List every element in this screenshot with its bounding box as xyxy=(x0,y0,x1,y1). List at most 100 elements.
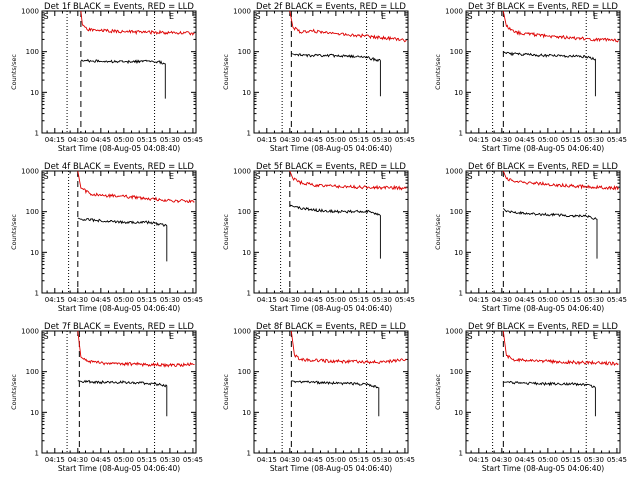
chart-panel-1: Det 1f BLACK = Events, RED = LLD 1 10 100 10… xyxy=(10,2,203,153)
y-axis-label: Counts/sec xyxy=(434,214,442,250)
start-marker-label: S xyxy=(44,172,49,181)
y-axis-label: Counts/sec xyxy=(10,374,18,410)
plot-frame xyxy=(41,170,197,294)
events-rate-line xyxy=(77,217,168,262)
y-tick-label: 10 xyxy=(30,409,39,417)
start-marker-label: S xyxy=(44,12,49,21)
chart-title: Det 7f BLACK = Events, RED = LLD xyxy=(44,322,194,332)
y-axis-label: Counts/sec xyxy=(10,54,18,90)
lld-rate-line xyxy=(80,11,195,36)
series-group xyxy=(80,11,195,99)
end-marker-label: E xyxy=(593,12,598,21)
x-tick-label: 04:30 xyxy=(280,296,300,304)
x-tick-label: 05:00 xyxy=(538,456,558,464)
lld-rate-line xyxy=(290,331,407,365)
series-group xyxy=(290,331,407,417)
x-axis-label: Start Time (08-Aug-05 04:06:40) xyxy=(58,464,180,473)
x-tick-label: 05:45 xyxy=(183,456,203,464)
x-tick-label: 04:30 xyxy=(68,456,88,464)
plot-frame xyxy=(465,170,621,294)
x-tick-label: 05:15 xyxy=(349,136,369,144)
events-rate-line xyxy=(80,58,166,99)
chart-title: Det 5f BLACK = Events, RED = LLD xyxy=(256,162,406,172)
y-tick-label: 100 xyxy=(26,208,39,216)
x-tick-label: 05:00 xyxy=(114,136,134,144)
lld-rate-line xyxy=(289,171,407,191)
series-group xyxy=(289,171,407,259)
plot-frame xyxy=(253,330,409,454)
x-tick-label: 05:30 xyxy=(160,456,180,464)
y-tick-label: 1000 xyxy=(445,8,463,16)
x-tick-label: 04:45 xyxy=(515,296,535,304)
y-tick-label: 1 xyxy=(247,130,251,138)
y-tick-label: 1 xyxy=(35,130,39,138)
series-group xyxy=(77,331,195,417)
y-tick-label: 100 xyxy=(238,208,251,216)
y-axis-label: Counts/sec xyxy=(434,54,442,90)
y-tick-label: 1 xyxy=(35,290,39,298)
series-group xyxy=(77,171,195,262)
x-tick-label: 04:30 xyxy=(280,136,300,144)
events-rate-line xyxy=(291,53,381,97)
chart-title: Det 2f BLACK = Events, RED = LLD xyxy=(256,2,406,12)
plot-frame xyxy=(253,10,409,134)
x-tick-label: 04:30 xyxy=(492,296,512,304)
x-tick-label: 05:45 xyxy=(395,296,415,304)
y-tick-label: 1 xyxy=(247,450,251,458)
x-tick-label: 04:45 xyxy=(91,296,111,304)
x-tick-label: 05:15 xyxy=(349,456,369,464)
x-tick-label: 05:00 xyxy=(538,296,558,304)
lld-rate-line xyxy=(77,331,195,368)
lld-rate-line xyxy=(502,171,619,191)
y-tick-label: 10 xyxy=(30,249,39,257)
x-tick-label: 05:00 xyxy=(538,136,558,144)
start-marker-label: S xyxy=(468,12,473,21)
x-tick-label: 04:15 xyxy=(469,136,489,144)
events-rate-line xyxy=(502,208,598,259)
x-tick-label: 04:45 xyxy=(515,456,535,464)
chart-title: Det 9f BLACK = Events, RED = LLD xyxy=(468,322,618,332)
start-marker-label: S xyxy=(44,332,49,341)
x-tick-label: 04:15 xyxy=(45,456,65,464)
plot-frame xyxy=(41,10,197,134)
x-tick-label: 04:15 xyxy=(469,296,489,304)
y-tick-label: 10 xyxy=(242,409,251,417)
y-tick-label: 10 xyxy=(454,89,463,97)
lld-rate-line xyxy=(502,331,619,367)
series-group xyxy=(289,11,407,97)
x-tick-label: 05:30 xyxy=(372,136,392,144)
x-tick-label: 05:30 xyxy=(160,296,180,304)
x-tick-label: 05:45 xyxy=(183,296,203,304)
plot-frame xyxy=(253,170,409,294)
chart-panel-2: Det 2f BLACK = Events, RED = LLD 1 10 100 10… xyxy=(222,2,415,153)
y-axis-label: Counts/sec xyxy=(222,374,230,410)
y-tick-label: 1 xyxy=(459,290,463,298)
chart-title: Det 4f BLACK = Events, RED = LLD xyxy=(44,162,194,172)
events-rate-line xyxy=(291,380,380,417)
x-axis-label: Start Time (08-Aug-05 04:08:40) xyxy=(58,144,180,153)
end-marker-label: E xyxy=(593,172,598,181)
x-tick-label: 04:15 xyxy=(45,136,65,144)
x-tick-label: 04:30 xyxy=(68,136,88,144)
y-tick-label: 10 xyxy=(454,249,463,257)
x-tick-label: 04:45 xyxy=(91,456,111,464)
x-tick-label: 04:30 xyxy=(492,136,512,144)
end-marker-label: E xyxy=(169,172,174,181)
x-tick-label: 05:00 xyxy=(326,136,346,144)
x-tick-label: 04:15 xyxy=(45,296,65,304)
events-rate-line xyxy=(77,379,168,417)
x-tick-label: 04:15 xyxy=(257,296,277,304)
series-group xyxy=(502,11,619,97)
x-tick-label: 04:45 xyxy=(303,296,323,304)
x-tick-label: 05:15 xyxy=(561,136,581,144)
y-tick-label: 1000 xyxy=(233,8,251,16)
chart-panel-4: Det 4f BLACK = Events, RED = LLD 1 10 100 10… xyxy=(10,162,203,313)
x-axis-label: Start Time (08-Aug-05 04:06:40) xyxy=(58,304,180,313)
y-tick-label: 1000 xyxy=(21,328,39,336)
start-marker-label: S xyxy=(256,12,261,21)
x-tick-label: 04:15 xyxy=(469,456,489,464)
x-tick-label: 05:00 xyxy=(326,296,346,304)
start-marker-label: S xyxy=(468,332,473,341)
plot-frame xyxy=(41,330,197,454)
y-tick-label: 100 xyxy=(450,208,463,216)
